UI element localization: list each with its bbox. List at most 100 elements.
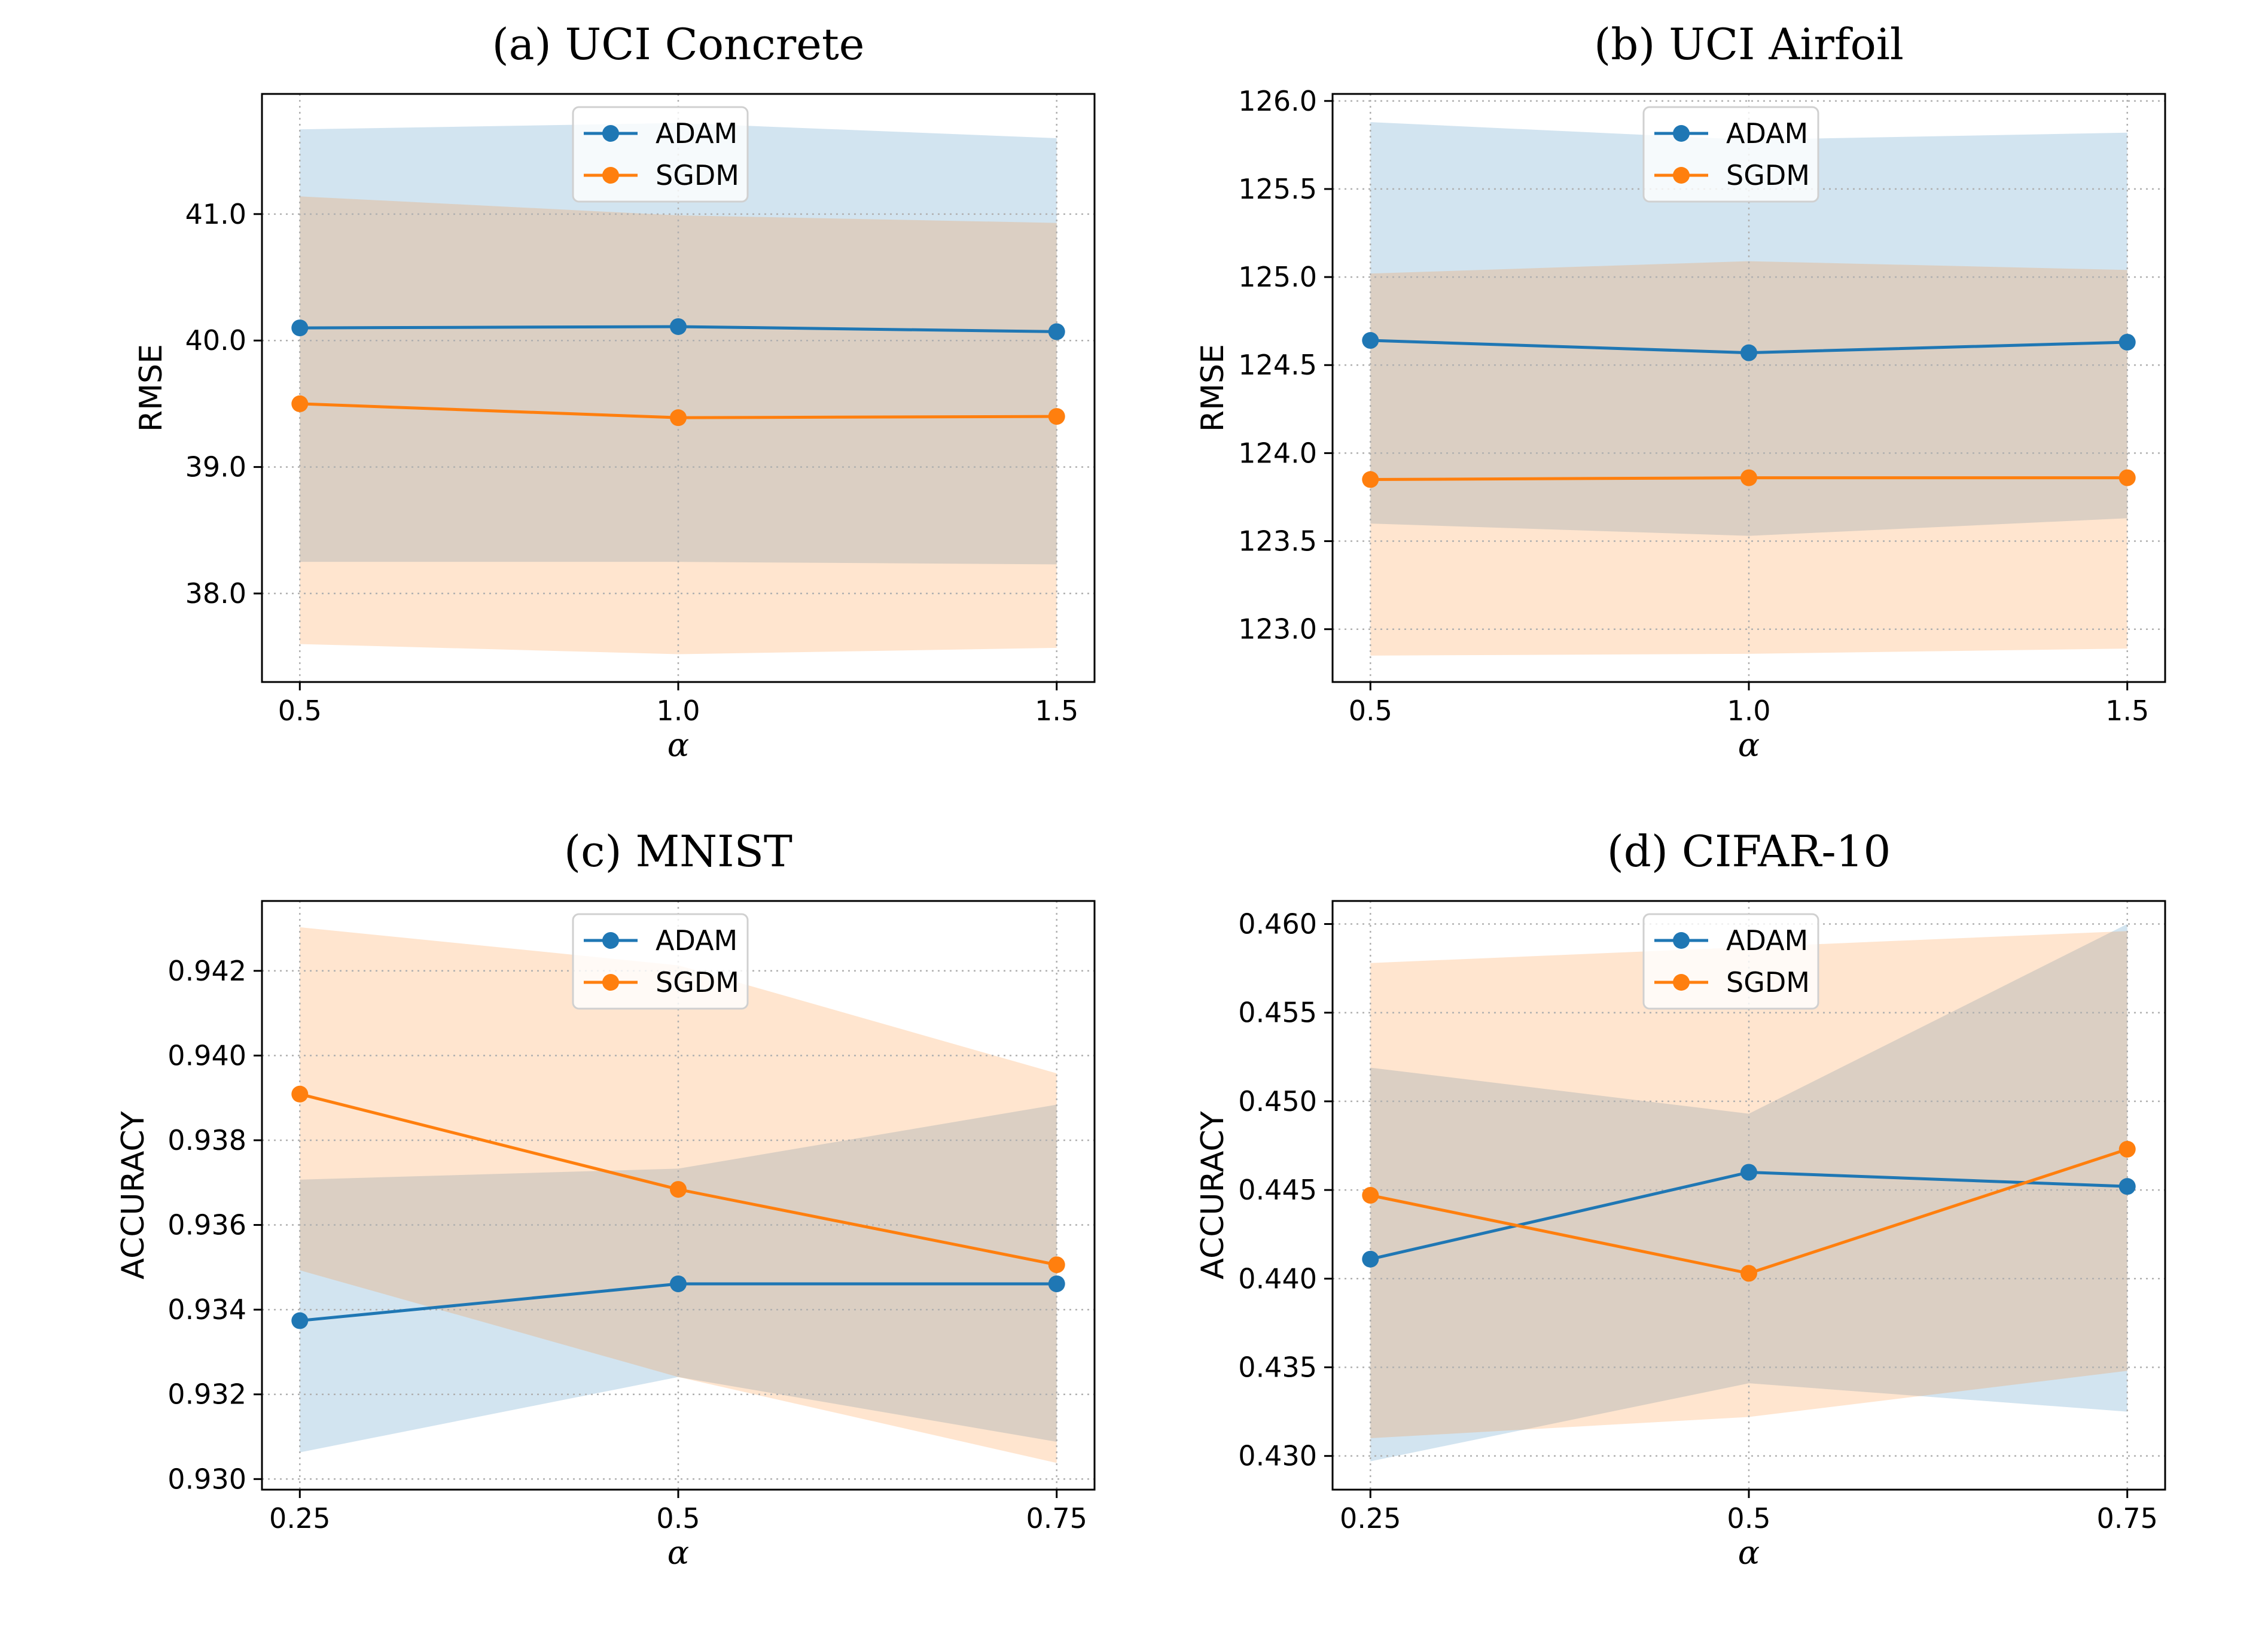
y-tick-label: 123.5 bbox=[1238, 525, 1317, 558]
legend-label-adam: ADAM bbox=[1726, 924, 1808, 957]
data-point-sgdm bbox=[1740, 469, 1757, 486]
data-point-adam bbox=[1362, 1250, 1379, 1268]
legend-marker-adam bbox=[1673, 125, 1690, 142]
data-point-adam bbox=[1048, 323, 1065, 340]
plot-area bbox=[262, 901, 1095, 1490]
x-tick-label: 0.75 bbox=[2097, 1502, 2158, 1535]
data-point-adam bbox=[2118, 333, 2136, 351]
data-point-adam bbox=[670, 318, 687, 335]
x-tick-label: 0.25 bbox=[1340, 1502, 1401, 1535]
legend-label-sgdm: SGDM bbox=[1726, 159, 1810, 191]
data-point-sgdm bbox=[1048, 1256, 1065, 1274]
legend: ADAM SGDM bbox=[572, 106, 749, 203]
y-tick-label: 0.938 bbox=[167, 1124, 246, 1156]
data-point-sgdm bbox=[291, 395, 309, 412]
y-tick-label: 40.0 bbox=[185, 324, 246, 357]
y-tick-label: 0.940 bbox=[167, 1039, 246, 1071]
confidence-band-sgdm bbox=[1370, 261, 2127, 656]
legend-marker-sgdm bbox=[602, 167, 619, 184]
y-tick-label: 124.0 bbox=[1238, 437, 1317, 469]
data-point-adam bbox=[1740, 344, 1757, 361]
legend-label-adam: ADAM bbox=[656, 117, 737, 150]
x-tick-label: 0.5 bbox=[278, 695, 322, 727]
data-point-sgdm bbox=[2118, 1140, 2136, 1158]
y-axis-label: RMSE bbox=[133, 344, 169, 432]
y-tick-label: 0.455 bbox=[1238, 997, 1317, 1029]
legend-marker-sgdm bbox=[1673, 167, 1690, 184]
legend-marker-adam bbox=[602, 125, 619, 142]
legend-label-adam: ADAM bbox=[1726, 117, 1808, 150]
confidence-band-sgdm bbox=[1370, 931, 2127, 1439]
legend: ADAM SGDM bbox=[572, 913, 749, 1010]
y-tick-label: 0.430 bbox=[1238, 1440, 1317, 1472]
y-axis-label: ACCURACY bbox=[1195, 1111, 1231, 1279]
confidence-band-adam bbox=[300, 123, 1057, 565]
y-tick-label: 0.440 bbox=[1238, 1262, 1317, 1295]
panel-title: (a) UCI Concrete bbox=[492, 19, 865, 69]
data-point-sgdm bbox=[1048, 408, 1065, 425]
y-tick-label: 123.0 bbox=[1238, 613, 1317, 646]
x-tick-label: 1.0 bbox=[656, 695, 700, 727]
y-tick-label: 0.942 bbox=[167, 955, 246, 987]
x-axis-label: α bbox=[667, 726, 689, 764]
chart-panel-1: (a) UCI Concrete 0.5 1.0 1.5 38.0 39.0 40.0 41.… bbox=[133, 19, 1096, 764]
data-point-sgdm bbox=[291, 1085, 309, 1103]
y-tick-label: 124.5 bbox=[1238, 349, 1317, 381]
plot-area bbox=[262, 94, 1095, 682]
legend-label-adam: ADAM bbox=[656, 924, 737, 957]
plot-area bbox=[1333, 901, 2165, 1490]
y-axis-label: ACCURACY bbox=[115, 1111, 151, 1279]
chart-panel-4: (d) CIFAR-10 0.25 0.5 0.75 0.430 0.435 0.440 0.… bbox=[1195, 826, 2166, 1572]
panel-title: (c) MNIST bbox=[564, 826, 792, 876]
y-tick-label: 0.445 bbox=[1238, 1174, 1317, 1206]
chart-panel-2: (b) UCI Airfoil 0.5 1.0 1.5 123.0 123.5 124.0 1… bbox=[1195, 19, 2166, 764]
y-tick-label: 0.934 bbox=[167, 1293, 246, 1326]
y-axis-label: RMSE bbox=[1195, 344, 1231, 432]
x-tick-label: 1.5 bbox=[1035, 695, 1078, 727]
y-tick-label: 0.450 bbox=[1238, 1085, 1317, 1118]
y-tick-label: 125.5 bbox=[1238, 173, 1317, 205]
x-axis-label: α bbox=[1738, 726, 1760, 764]
data-point-sgdm bbox=[2118, 469, 2136, 486]
legend-marker-adam bbox=[1673, 932, 1690, 949]
data-point-adam bbox=[2118, 1178, 2136, 1195]
legend-label-sgdm: SGDM bbox=[656, 966, 739, 998]
legend-label-sgdm: SGDM bbox=[1726, 966, 1810, 998]
y-tick-label: 39.0 bbox=[185, 451, 246, 483]
data-point-sgdm bbox=[670, 409, 687, 427]
x-tick-label: 0.5 bbox=[1349, 695, 1392, 727]
y-tick-label: 125.0 bbox=[1238, 261, 1317, 293]
x-tick-label: 1.5 bbox=[2105, 695, 2149, 727]
data-point-sgdm bbox=[1362, 471, 1379, 488]
plot-area bbox=[1333, 94, 2165, 682]
legend: ADAM SGDM bbox=[1642, 106, 1819, 203]
data-point-adam bbox=[291, 1312, 309, 1329]
y-tick-label: 38.0 bbox=[185, 577, 246, 610]
panel-title: (b) UCI Airfoil bbox=[1594, 19, 1904, 69]
legend-label-sgdm: SGDM bbox=[656, 159, 739, 191]
y-tick-label: 0.932 bbox=[167, 1378, 246, 1411]
data-point-adam bbox=[291, 319, 309, 337]
panel-title: (d) CIFAR-10 bbox=[1607, 826, 1891, 876]
y-tick-label: 126.0 bbox=[1238, 85, 1317, 117]
x-tick-label: 0.5 bbox=[656, 1502, 700, 1535]
data-point-adam bbox=[1740, 1164, 1757, 1181]
y-tick-label: 0.936 bbox=[167, 1209, 246, 1241]
legend-marker-sgdm bbox=[602, 974, 619, 991]
y-tick-label: 0.435 bbox=[1238, 1351, 1317, 1383]
x-tick-label: 0.75 bbox=[1026, 1502, 1087, 1535]
legend-marker-adam bbox=[602, 932, 619, 949]
x-tick-label: 0.5 bbox=[1727, 1502, 1770, 1535]
x-tick-label: 0.25 bbox=[269, 1502, 330, 1535]
x-tick-label: 1.0 bbox=[1727, 695, 1770, 727]
data-point-adam bbox=[1048, 1275, 1065, 1292]
y-tick-label: 0.930 bbox=[167, 1463, 246, 1495]
y-tick-label: 0.460 bbox=[1238, 908, 1317, 940]
confidence-band-adam bbox=[1370, 924, 2127, 1462]
y-tick-label: 41.0 bbox=[185, 198, 246, 230]
data-point-sgdm bbox=[1740, 1265, 1757, 1282]
data-point-adam bbox=[670, 1275, 687, 1292]
data-point-sgdm bbox=[1362, 1187, 1379, 1204]
x-axis-label: α bbox=[667, 1534, 689, 1572]
